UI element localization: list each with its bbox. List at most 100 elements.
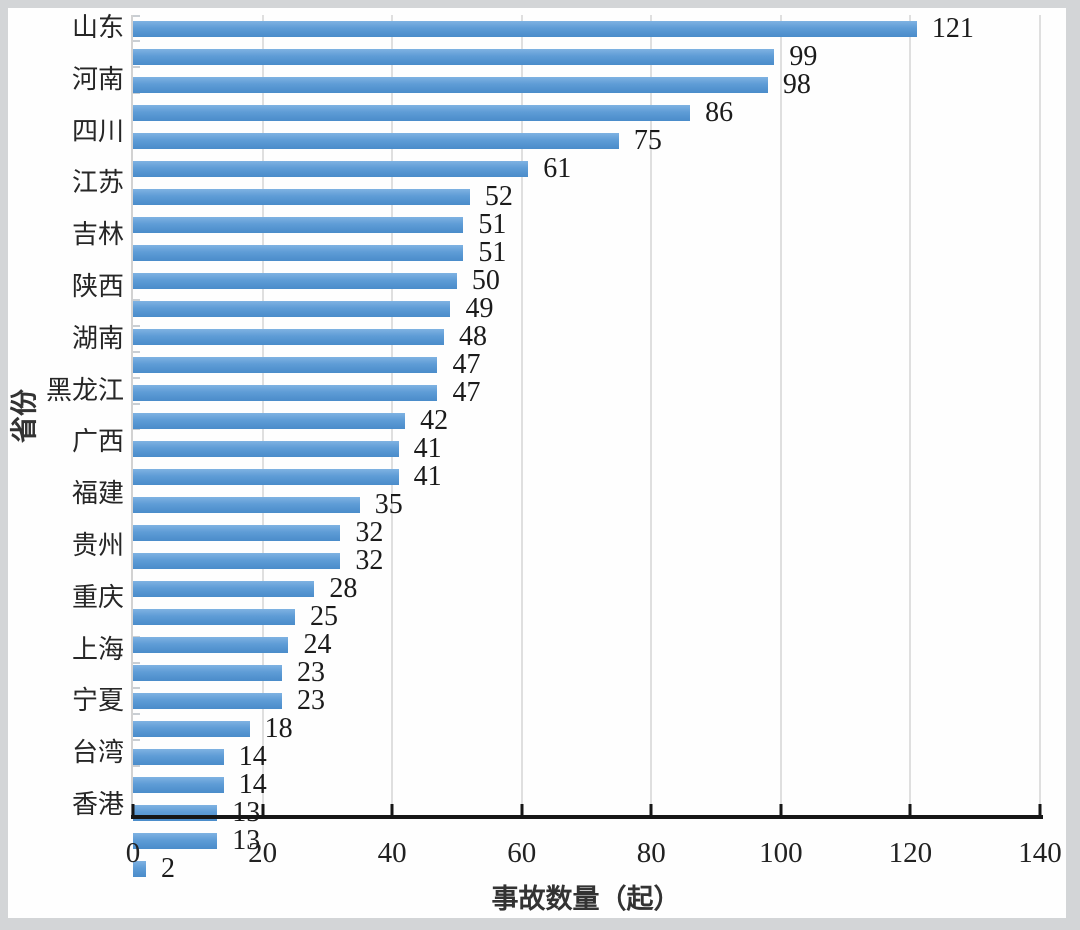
y-category-tick (133, 661, 140, 664)
bar-value-label: 121 (931, 13, 974, 44)
bar-row: 23 (133, 687, 1040, 715)
x-tick-label: 120 (888, 837, 933, 869)
bar (133, 637, 289, 653)
bar-row: 41 (133, 435, 1040, 463)
bar-row: 98 (133, 71, 1040, 99)
y-category-tick (133, 15, 140, 17)
x-tick (1038, 804, 1042, 816)
bar (133, 77, 768, 93)
bar-value-label: 75 (633, 125, 662, 156)
x-axis-ticks (131, 804, 1042, 816)
bar-value-label: 48 (458, 321, 487, 352)
bar (133, 469, 399, 485)
bar-row: 24 (133, 631, 1040, 659)
bar-row: 23 (133, 659, 1040, 687)
category-label: 福建 (71, 479, 124, 509)
category-label: 河南 (71, 64, 124, 94)
category-label: 上海 (71, 634, 124, 664)
bar (133, 553, 341, 569)
y-category-tick (133, 739, 140, 742)
y-category-tick (133, 635, 140, 638)
x-tick (261, 804, 265, 816)
bar-value-label: 86 (705, 97, 734, 128)
bar-row: 35 (133, 491, 1040, 519)
bar-row: 47 (133, 379, 1040, 407)
bar-row: 42 (133, 407, 1040, 435)
bar-row: 75 (133, 127, 1040, 155)
x-tick (131, 804, 135, 816)
y-category-tick (133, 713, 140, 716)
y-category-tick (133, 65, 140, 68)
bar-value-label: 14 (238, 741, 267, 772)
category-label: 湖南 (71, 323, 124, 353)
bar (133, 749, 224, 765)
bar (133, 301, 451, 317)
bar (133, 721, 250, 737)
bar-value-label: 41 (413, 461, 442, 492)
bar-value-label: 28 (329, 573, 358, 604)
bar-value-label: 13 (232, 825, 261, 856)
bar-row: 50 (133, 267, 1040, 295)
gridline (779, 15, 782, 818)
category-label: 宁夏 (71, 686, 124, 716)
bar (133, 133, 619, 149)
bar (133, 217, 464, 233)
bar-value-label: 51 (478, 237, 507, 268)
x-tick (908, 804, 912, 816)
y-category-tick (133, 298, 140, 301)
x-axis-title: 事故数量（起） (491, 884, 681, 914)
bar-value-label: 50 (471, 265, 500, 296)
gridline (520, 15, 523, 818)
bar-value-label: 18 (264, 713, 293, 744)
x-tick (390, 804, 394, 816)
x-tick-label: 40 (377, 837, 407, 869)
x-tick-label: 0 (125, 837, 141, 869)
bar-value-label: 47 (452, 377, 481, 408)
bar (133, 497, 360, 513)
bar-row: 47 (133, 351, 1040, 379)
bar (133, 357, 438, 373)
bar (133, 581, 315, 597)
bar (133, 21, 917, 37)
y-axis-category-labels: 山东 河南 四川 江苏 吉林 陕西 湖南 黑龙江 广西 福建 贵州 重庆 上海 宁夏 台湾 香港 (0, 13, 124, 820)
bar (133, 833, 218, 849)
bar (133, 105, 691, 121)
category-label: 吉林 (71, 220, 124, 250)
bar-row: 51 (133, 211, 1040, 239)
bar-row: 32 (133, 519, 1040, 547)
bar (133, 385, 438, 401)
bar-row: 121 (133, 15, 1040, 43)
category-label: 香港 (71, 790, 124, 820)
bar-value-label: 51 (478, 209, 507, 240)
bar-value-label: 41 (413, 433, 442, 464)
bar (133, 49, 775, 65)
bar-value-label: 52 (484, 181, 513, 212)
bar-row: 51 (133, 239, 1040, 267)
bar-value-label: 61 (543, 153, 572, 184)
bar-value-label: 23 (297, 657, 325, 688)
x-tick-label: 100 (759, 837, 803, 869)
y-category-tick (133, 39, 140, 42)
bar-value-label: 32 (355, 517, 384, 548)
bar-row: 61 (133, 155, 1040, 183)
bar-value-label: 47 (452, 349, 481, 380)
bar (133, 861, 146, 877)
x-tick-label: 80 (636, 837, 666, 869)
bar-row: 52 (133, 183, 1040, 211)
bar (133, 273, 457, 289)
y-axis-line (131, 15, 133, 818)
gridline (909, 15, 912, 818)
bar-rows: 121 99 98 86 75 61 52 51 51 50 49 48 47 47 42 41 41 35 32 3… (133, 15, 1040, 883)
bar-value-label: 35 (374, 489, 403, 520)
bar-row: 86 (133, 99, 1040, 127)
bar (133, 441, 399, 457)
bar (133, 693, 282, 709)
bar-row: 41 (133, 463, 1040, 491)
gridline (650, 15, 653, 818)
category-label: 广西 (71, 427, 124, 457)
bar (133, 777, 224, 793)
bar-row: 32 (133, 547, 1040, 575)
category-label: 台湾 (71, 738, 124, 768)
y-category-tick (133, 687, 140, 690)
